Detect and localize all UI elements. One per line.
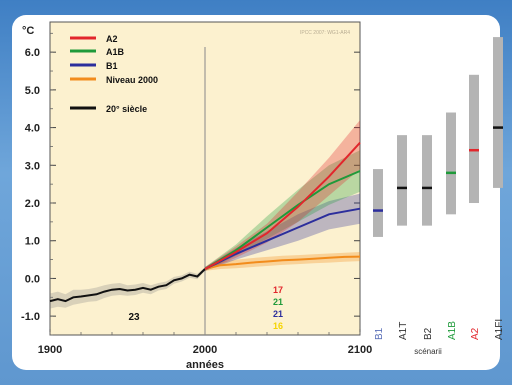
model-count-20th: 23 [128, 312, 140, 323]
series-line-b1 [204, 207, 361, 270]
scenario-label: A1T [398, 322, 409, 340]
scenario-range-bar [446, 112, 456, 215]
scenario-axis-label: scénarii [414, 347, 442, 356]
series-line-20-si-cle [49, 268, 206, 303]
y-tick-label: 1.0 [25, 236, 40, 248]
legend-label: A2 [106, 34, 118, 44]
model-count-label: 21 [273, 297, 283, 307]
series-line-a2 [204, 142, 361, 270]
legend-label: 20° siècle [106, 104, 147, 114]
y-tick-label: 3.0 [25, 160, 40, 172]
y-tick-label: 5.0 [25, 85, 40, 97]
scenario-range-bar [397, 135, 407, 226]
y-tick-label: 2.0 [25, 198, 40, 210]
y-tick-label: 0.0 [25, 273, 40, 285]
scenario-range-bar [469, 74, 479, 204]
x-tick-label: 2000 [193, 344, 217, 356]
scenario-range-bar [373, 169, 383, 237]
uncertainty-band-niveau-2000 [205, 252, 360, 271]
scenario-range-bar [493, 37, 503, 188]
y-tick-label: -1.0 [21, 311, 40, 323]
model-count-label: 21 [273, 309, 283, 319]
uncertainty-band-a2 [205, 120, 360, 271]
x-tick-label: 2100 [348, 344, 372, 356]
scenario-range-bar [422, 135, 432, 226]
series-line-a1b [204, 170, 361, 270]
series-line-niveau-2000 [204, 255, 361, 270]
x-tick-label: 1900 [38, 344, 62, 356]
x-axis-label: années [186, 359, 224, 371]
y-tick-label: 4.0 [25, 123, 40, 135]
scenario-label: A2 [470, 327, 481, 340]
legend-label: B1 [106, 61, 118, 71]
watermark-label: IPCC 2007: WG1-AR4 [300, 30, 350, 36]
scenario-label: A1B [447, 321, 458, 340]
y-tick-label: 6.0 [25, 47, 40, 59]
scenario-label: A1FI [494, 319, 505, 340]
legend-label: A1B [106, 47, 125, 57]
scenario-label: B1 [374, 327, 385, 340]
legend-label: Niveau 2000 [106, 75, 158, 85]
model-count-label: 16 [273, 321, 283, 331]
model-count-label: 17 [273, 285, 283, 295]
y-axis-label: °C [22, 25, 34, 37]
uncertainty-band-a1b [205, 150, 360, 271]
scenario-label: B2 [423, 327, 434, 340]
uncertainty-band-20-si-cle [50, 267, 205, 309]
